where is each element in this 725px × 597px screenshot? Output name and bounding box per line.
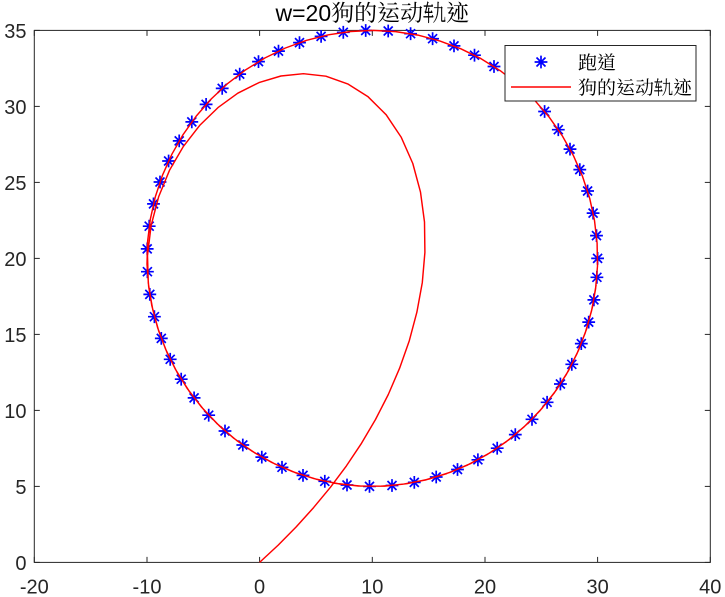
svg-text:w=20: w=20 (275, 0, 332, 26)
svg-text:30: 30 (586, 577, 608, 597)
svg-text:25: 25 (4, 173, 26, 195)
svg-text:-20: -20 (20, 577, 49, 597)
svg-text:35: 35 (4, 21, 26, 43)
svg-text:5: 5 (15, 477, 26, 499)
svg-text:-10: -10 (133, 577, 162, 597)
svg-text:20: 20 (4, 249, 26, 271)
svg-text:0: 0 (254, 577, 265, 597)
svg-text:10: 10 (361, 577, 383, 597)
svg-text:40: 40 (699, 577, 721, 597)
svg-text:20: 20 (474, 577, 496, 597)
svg-text:0: 0 (15, 553, 26, 575)
svg-text:10: 10 (4, 401, 26, 423)
svg-text:15: 15 (4, 325, 26, 347)
svg-text:30: 30 (4, 97, 26, 119)
